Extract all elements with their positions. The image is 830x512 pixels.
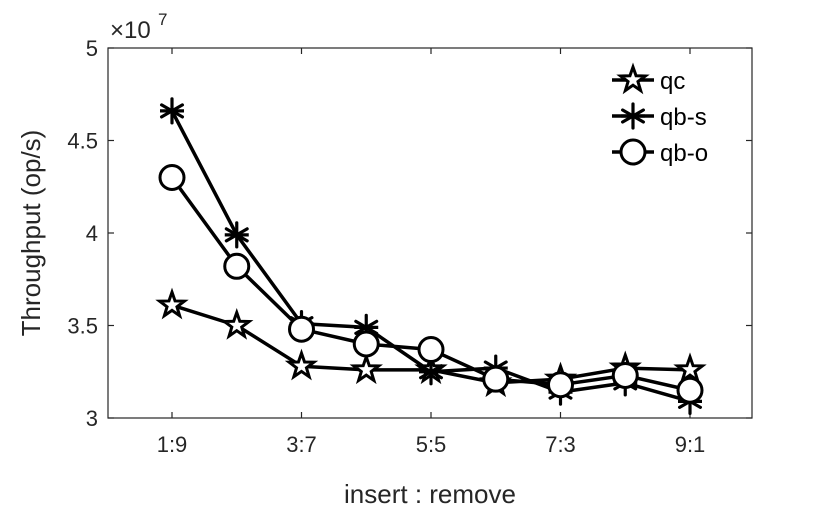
data-point-qb-o: [352, 330, 380, 358]
y-axis-ticks: 3 3.5 4 4.5 5: [67, 36, 752, 431]
legend-label: qb-s: [660, 104, 707, 131]
y-exponent-base: ×10: [110, 17, 151, 44]
data-point-qb-o: [223, 252, 251, 280]
data-point-qc: [673, 352, 707, 385]
legend-entry-qb-o: qb-o: [612, 138, 708, 167]
series-markers: [155, 97, 707, 415]
legend-entry-qc: qc: [612, 62, 685, 95]
x-axis-ticks: 1:9 3:7 5:5 7:3 9:1: [157, 48, 706, 457]
legend-marker-qc: [616, 62, 650, 95]
legend-label: qc: [660, 68, 685, 95]
y-tick-label: 3.5: [67, 314, 98, 339]
y-tick-label: 4.5: [67, 129, 98, 154]
legend-entry-qb-s: qb-s: [612, 102, 707, 131]
axes-box: [107, 47, 753, 419]
data-point-qb-o: [611, 361, 639, 389]
x-axis-label: insert : remove: [344, 479, 516, 509]
data-point-qb-o: [158, 164, 186, 191]
axes-frame: [107, 47, 753, 419]
x-tick-label: 9:1: [675, 432, 706, 457]
data-point-qb-o: [288, 315, 315, 343]
legend-label: qb-o: [660, 140, 708, 167]
data-point-qc: [349, 352, 383, 385]
data-point-qb-o: [676, 376, 704, 404]
legend-marker-qb-o: [619, 138, 647, 166]
x-tick-label: 7:3: [545, 432, 576, 457]
y-tick-label: 5: [86, 36, 98, 61]
y-axis-exponent: ×10 7: [110, 10, 167, 44]
y-tick-label: 4: [86, 221, 98, 246]
y-tick-label: 3: [86, 406, 98, 431]
data-point-qb-o: [482, 365, 510, 393]
data-point-qb-s: [224, 221, 249, 249]
data-point-qb-s: [160, 97, 184, 125]
data-point-qb-o: [547, 371, 574, 399]
y-axis-label: Throughput (op/s): [16, 130, 46, 337]
x-tick-label: 5:5: [416, 432, 447, 457]
data-point-qc: [284, 348, 319, 381]
data-point-qc: [155, 287, 189, 320]
legend-marker-qb-s: [621, 102, 645, 130]
data-point-qb-o: [417, 336, 445, 364]
data-point-qb-s: [419, 358, 443, 386]
x-tick-label: 1:9: [157, 432, 188, 457]
data-point-qc: [220, 307, 254, 340]
y-exponent-power: 7: [158, 10, 167, 29]
x-tick-label: 3:7: [286, 432, 317, 457]
legend: qc qb-s qb-o: [600, 58, 742, 186]
